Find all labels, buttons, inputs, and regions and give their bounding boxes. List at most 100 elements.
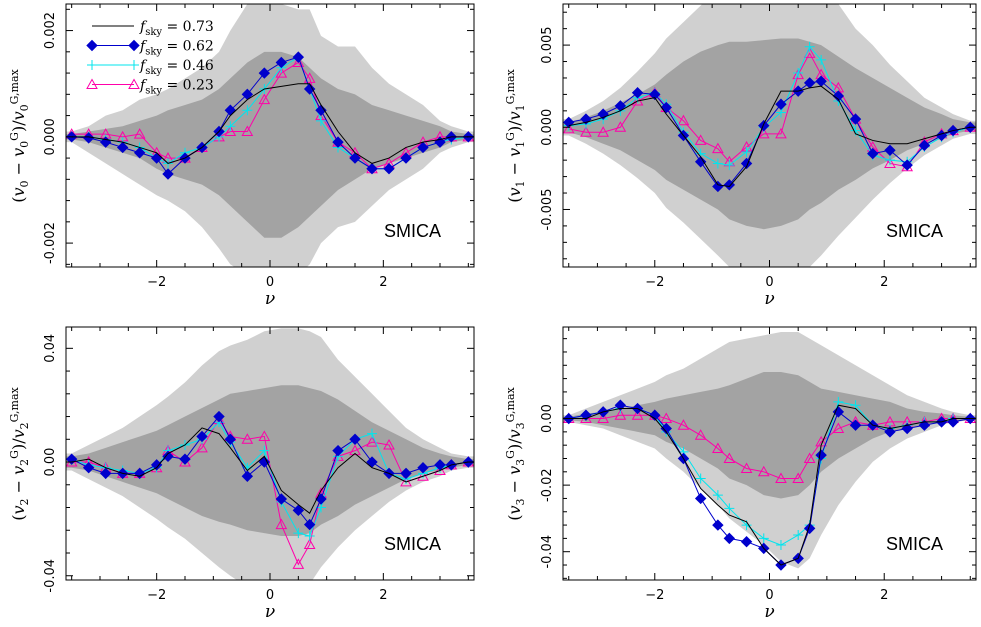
data-point-f046 [758, 533, 769, 544]
data-point-f062 [275, 56, 288, 69]
data-point-f023 [792, 68, 805, 80]
data-point-f023 [196, 441, 208, 453]
x-axis-label: ν [265, 602, 275, 622]
data-point-f023 [275, 67, 288, 78]
data-point-f062 [383, 162, 395, 175]
data-point-f062 [758, 119, 770, 132]
data-point-f062 [116, 141, 129, 154]
data-point-f046 [695, 473, 706, 484]
data-point-f046 [793, 68, 804, 79]
data-point-f023 [303, 538, 316, 549]
x-axis-label: ν [265, 289, 275, 309]
y-tick-label: 0.00 [43, 448, 58, 477]
data-point-f023 [292, 558, 305, 569]
data-point-f062 [723, 532, 736, 545]
data-point-f062 [740, 536, 753, 548]
y-tick-label: -0.02 [540, 468, 555, 502]
data-point-f062 [241, 470, 254, 482]
x-tick-label: 2 [379, 588, 387, 603]
data-point-f023 [832, 422, 845, 434]
data-point-f062 [258, 456, 271, 468]
panel-v1: −2 0 2 ν -0.005 0.000 0.005 (v1 − v1G)/v1G,max S… [504, 3, 977, 309]
series-f062 [66, 410, 474, 531]
series-line-f073 [71, 83, 469, 164]
data-point-f062 [196, 430, 208, 443]
data-point-f062 [660, 422, 672, 435]
x-tick-label: 0 [765, 275, 773, 290]
legend-marker [87, 60, 97, 70]
legend-marker [86, 78, 98, 89]
data-point-f023 [712, 442, 724, 454]
data-point-f062 [694, 492, 707, 505]
legend-item-f023: fsky = 0.23 [86, 78, 214, 97]
data-point-f062 [400, 467, 412, 480]
data-point-f062 [332, 136, 344, 148]
legend-label: fsky = 0.46 [139, 58, 214, 77]
inner-band [66, 51, 474, 238]
data-point-f046 [884, 155, 895, 166]
data-point-f062 [292, 504, 305, 517]
data-point-f046 [304, 530, 315, 541]
legend-marker [128, 39, 140, 52]
data-point-f062 [349, 433, 361, 445]
panel-v2: −2 0 2 ν -0.04 0.00 0.04 (v2 − v2G)/v2G,max SMIC… [8, 326, 475, 622]
data-point-f023 [366, 436, 378, 447]
y-tick-label: 0.005 [540, 26, 555, 63]
y-tick-label: 0.000 [43, 118, 58, 155]
data-point-f046 [242, 105, 253, 116]
data-point-f046 [712, 490, 723, 501]
data-point-f062 [99, 467, 112, 480]
legend-label: fsky = 0.23 [139, 78, 214, 97]
data-point-f062 [303, 518, 316, 531]
data-point-f046 [816, 54, 827, 65]
x-tick-label: 2 [880, 275, 888, 290]
x-axis-label: ν [764, 602, 774, 622]
data-point-f023 [614, 409, 627, 420]
legend-marker [129, 60, 139, 70]
y-tick-label: 0.002 [43, 12, 58, 49]
x-tick-label: −2 [147, 588, 166, 603]
data-point-f023 [740, 462, 753, 473]
smica-label: SMICA [886, 221, 943, 241]
data-point-f062 [631, 87, 644, 99]
data-point-f023 [884, 157, 896, 168]
y-axis-label: (v3 − v3G)/v3G,max [504, 386, 527, 520]
data-point-f023 [775, 472, 787, 483]
x-axis-label: ν [764, 289, 774, 309]
series-f073 [71, 427, 469, 514]
x-tick-label: −2 [645, 588, 664, 603]
data-point-f062 [815, 449, 827, 461]
smica-label: SMICA [384, 221, 441, 241]
panel-v3: −2 0 2 ν -0.04 -0.02 0.00 (v3 − v3G)/v3G,max SMI… [504, 326, 977, 622]
data-point-f062 [315, 104, 327, 116]
data-point-f046 [316, 115, 326, 126]
data-point-f062 [258, 67, 271, 79]
data-point-f023 [434, 464, 446, 476]
data-point-f062 [417, 462, 429, 474]
series-f073 [71, 83, 469, 164]
data-point-f062 [712, 519, 724, 531]
data-point-f046 [225, 121, 236, 132]
data-point-f046 [724, 160, 735, 171]
data-point-f023 [349, 444, 361, 456]
data-point-f046 [724, 503, 735, 514]
legend-item-f073: fsky = 0.73 [92, 19, 214, 38]
data-point-f062 [224, 433, 237, 445]
y-tick-label: -0.04 [43, 559, 58, 593]
data-point-f062 [133, 147, 146, 159]
x-tick-label: 0 [266, 275, 274, 290]
data-point-f023 [224, 125, 237, 137]
series-f073 [568, 85, 971, 187]
data-point-f023 [712, 142, 724, 154]
data-point-f062 [918, 139, 931, 152]
plot-area [563, 331, 976, 571]
y-tick-label: 0.000 [540, 109, 555, 146]
plot-area [66, 4, 474, 267]
data-point-f062 [162, 168, 174, 180]
data-point-f062 [434, 459, 446, 471]
data-point-f023 [757, 127, 770, 139]
data-point-f023 [597, 126, 610, 137]
x-tick-label: 0 [765, 588, 773, 603]
inner-band [66, 385, 474, 536]
series-line-f073 [568, 85, 971, 187]
